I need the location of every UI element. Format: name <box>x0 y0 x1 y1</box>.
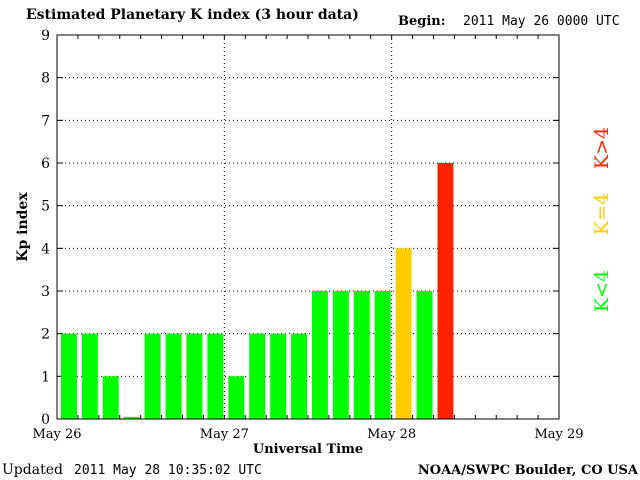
x-tick-label: May 26 <box>32 427 81 442</box>
x-axis-label: Universal Time <box>253 442 363 457</box>
begin-label: Begin: <box>398 14 446 29</box>
y-tick-label: 4 <box>41 241 50 257</box>
kp-bar <box>123 416 140 419</box>
kp-bar <box>353 291 370 419</box>
kp-bar <box>374 291 391 419</box>
kp-bar <box>332 291 349 419</box>
kp-bar <box>186 333 203 419</box>
x-tick-labels: May 26 May 27 May 28 May 29 <box>32 427 583 442</box>
source-credit: NOAA/SWPC Boulder, CO USA <box>418 463 639 478</box>
y-tick-label: 5 <box>41 199 50 215</box>
updated-label: Updated <box>2 462 63 478</box>
x-tick-label: May 27 <box>200 427 249 442</box>
legend-low: K<4 <box>591 270 613 312</box>
y-tick-label: 1 <box>41 369 50 385</box>
y-tick-label: 9 <box>41 28 50 44</box>
grid-lines <box>57 34 559 420</box>
y-tick-label: 3 <box>41 284 50 300</box>
legend-mid: K=4 <box>591 193 613 235</box>
x-tick-label: May 29 <box>534 427 583 442</box>
kp-bar <box>61 333 77 419</box>
y-tick-label: 6 <box>41 156 50 172</box>
begin-value: 2011 May 26 0000 UTC <box>463 14 620 29</box>
y-tick-label: 0 <box>41 412 50 428</box>
kp-bar <box>291 333 307 419</box>
y-axis-label: Kp index <box>15 192 31 262</box>
y-tick-labels: 0 1 2 3 4 5 6 7 8 9 <box>41 28 50 428</box>
kp-bar <box>395 248 412 419</box>
y-tick-label: 8 <box>41 71 50 87</box>
bars <box>61 163 454 419</box>
updated-value: 2011 May 28 10:35:02 UTC <box>74 463 262 478</box>
kp-bar <box>165 333 182 419</box>
y-tick-label: 7 <box>41 113 50 129</box>
kp-bar <box>228 376 245 419</box>
chart-title: Estimated Planetary K index (3 hour data… <box>26 7 359 23</box>
kp-bar <box>416 291 433 419</box>
y-tick-label: 2 <box>41 327 50 343</box>
kp-bar <box>437 163 454 419</box>
kp-bar <box>102 376 119 419</box>
plot-frame <box>56 34 560 420</box>
x-tick-label: May 28 <box>367 427 416 442</box>
kp-bar <box>270 333 287 419</box>
legend-high: K>4 <box>591 127 613 169</box>
kp-bar <box>207 333 224 419</box>
kp-bar <box>312 291 328 419</box>
kp-bar <box>144 333 161 419</box>
kp-bar <box>81 333 98 419</box>
kp-bar <box>249 333 266 419</box>
